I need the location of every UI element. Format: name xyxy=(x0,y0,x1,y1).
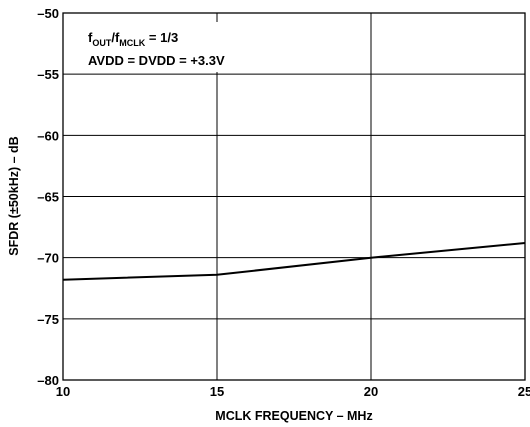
x-tick-label: 10 xyxy=(56,384,70,399)
y-tick-label: –65 xyxy=(37,190,59,205)
plot-frame xyxy=(62,12,526,381)
tick-labels: 10 15 20 25 –50 –55 –60 –65 –70 –75 –80 xyxy=(37,6,530,399)
y-axis-title: SFDR (±50kHz) – dB xyxy=(7,136,21,255)
series-group xyxy=(62,242,526,281)
y-tick-label: –70 xyxy=(37,251,59,266)
y-tick-label: –55 xyxy=(37,67,59,82)
y-tick-label: –60 xyxy=(37,128,59,143)
x-tick-label: 25 xyxy=(518,384,530,399)
y-tick-label: –80 xyxy=(37,373,59,388)
series-line-0 xyxy=(62,242,526,281)
y-tick-label: –75 xyxy=(37,312,59,327)
ratio-annotation: fOUT/fMCLK = 1/3 xyxy=(88,30,178,48)
x-axis-title: MCLK FREQUENCY – MHz xyxy=(215,409,372,423)
x-tick-label: 15 xyxy=(210,384,224,399)
annotation-background xyxy=(76,22,266,72)
x-tick-label: 20 xyxy=(364,384,378,399)
gridlines xyxy=(63,13,525,380)
y-tick-label: –50 xyxy=(37,6,59,21)
supply-annotation: AVDD = DVDD = +3.3V xyxy=(88,53,225,68)
